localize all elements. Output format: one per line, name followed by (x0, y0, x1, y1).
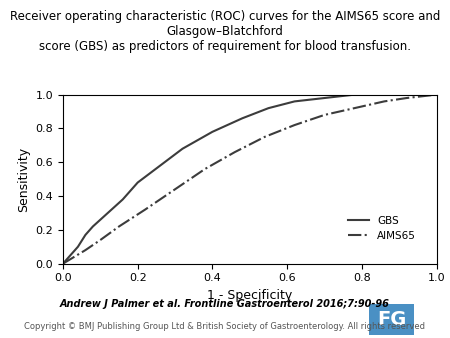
GBS (434, 93, 439, 97)
GBS (210, 130, 215, 134)
GBS (351, 93, 357, 97)
AIMS65 (322, 113, 327, 117)
AIMS65 (83, 248, 88, 252)
Legend: GBS, AIMS65: GBS, AIMS65 (344, 211, 420, 245)
Y-axis label: Sensitivity: Sensitivity (17, 147, 30, 212)
AIMS65 (98, 238, 103, 242)
GBS (60, 262, 66, 266)
AIMS65 (351, 106, 357, 110)
AIMS65 (382, 99, 387, 103)
Text: Receiver operating characteristic (ROC) curves for the AIMS65 score and Glasgow–: Receiver operating characteristic (ROC) … (10, 10, 440, 53)
GBS (378, 93, 383, 97)
GBS (90, 224, 95, 228)
GBS (266, 106, 271, 110)
AIMS65 (143, 208, 148, 212)
GBS (292, 99, 297, 103)
Text: Andrew J Palmer et al. Frontline Gastroenterol 2016;7:90-96: Andrew J Palmer et al. Frontline Gastroe… (60, 299, 390, 309)
Text: FG: FG (377, 310, 406, 329)
Line: AIMS65: AIMS65 (63, 95, 436, 264)
GBS (68, 253, 73, 257)
GBS (180, 147, 185, 151)
AIMS65 (202, 167, 207, 171)
AIMS65 (262, 135, 267, 139)
GBS (105, 211, 111, 215)
Text: Copyright © BMJ Publishing Group Ltd & British Society of Gastroenterology. All : Copyright © BMJ Publishing Group Ltd & B… (24, 322, 426, 331)
GBS (75, 245, 81, 249)
GBS (322, 96, 327, 100)
AIMS65 (172, 187, 178, 191)
AIMS65 (419, 94, 424, 98)
GBS (83, 233, 88, 237)
AIMS65 (292, 123, 297, 127)
Line: GBS: GBS (63, 95, 436, 264)
AIMS65 (434, 93, 439, 97)
X-axis label: 1 - Specificity: 1 - Specificity (207, 289, 292, 302)
AIMS65 (72, 255, 77, 259)
GBS (415, 93, 420, 97)
AIMS65 (232, 150, 238, 154)
AIMS65 (404, 96, 410, 100)
AIMS65 (60, 262, 66, 266)
GBS (135, 180, 140, 185)
GBS (239, 116, 245, 120)
GBS (396, 93, 402, 97)
GBS (120, 197, 126, 201)
AIMS65 (116, 224, 122, 228)
GBS (158, 164, 163, 168)
